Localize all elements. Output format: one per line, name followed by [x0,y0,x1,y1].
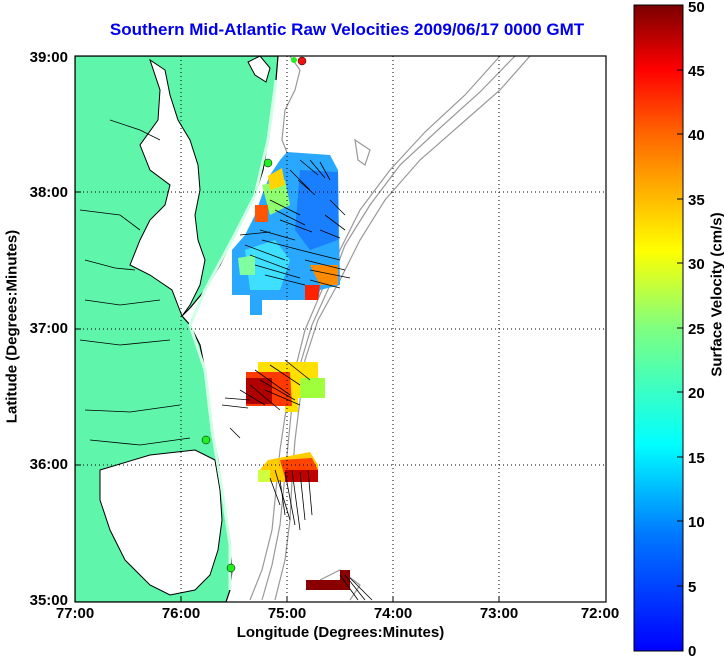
station-marker [227,564,235,572]
y-tick-label: 35:00 [0,592,68,609]
x-tick-label: 72:00 [570,605,630,622]
colorbar-tick-label: 20 [688,385,705,402]
velocity-lime-region-va [300,378,325,398]
colorbar-tick-label: 30 [688,256,705,273]
colorbar-tick-label: 15 [688,450,705,467]
x-axis-label: Longitude (Degrees:Minutes) [75,624,606,641]
colorbar-tick-label: 0 [688,643,696,660]
colorbar-tick-label: 50 [688,0,705,16]
station-marker [291,57,297,63]
x-tick-label: 75:00 [257,605,317,622]
y-tick-label: 36:00 [0,456,68,473]
station-marker [202,436,210,444]
x-tick-label: 76:00 [151,605,211,622]
y-tick-label: 39:00 [0,49,68,66]
colorbar-tick-label: 35 [688,192,705,209]
colorbar-tick-label: 10 [688,514,705,531]
colorbar-tick-label: 45 [688,63,705,80]
velocity-darkred-region-oi [285,470,318,482]
colorbar-tick-label: 40 [688,127,705,144]
x-tick-label: 73:00 [469,605,529,622]
station-marker-red [298,57,306,65]
x-tick-label: 74:00 [363,605,423,622]
y-tick-label: 38:00 [0,184,68,201]
velocity-orange-patch [255,205,268,222]
velocity-green-patch-2 [238,255,255,275]
velocity-red-patch [305,285,320,300]
velocity-lime-region-oi [258,470,270,482]
station-marker [264,159,272,167]
colorbar [634,5,683,651]
colorbar-tick-label: 25 [688,321,705,338]
colorbar-tick-label: 5 [688,579,696,596]
colorbar-label: Surface Velocity (cm/s) [709,195,724,395]
y-axis-label: Latitude (Degrees:Minutes) [4,217,21,437]
